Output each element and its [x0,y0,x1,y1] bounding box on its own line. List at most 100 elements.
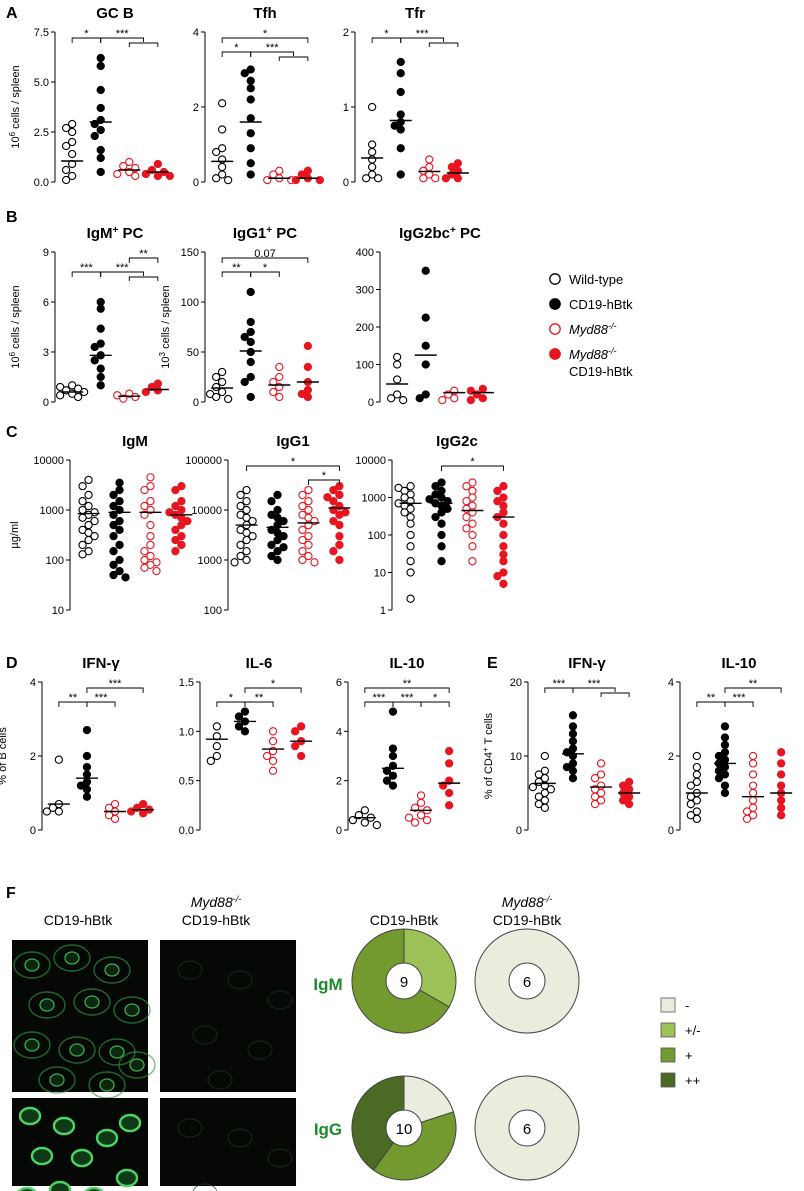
data-point [96,53,105,63]
data-point [444,801,454,810]
data-point [443,504,452,513]
data-point [462,512,471,522]
y-tick-label: 100 [368,530,386,542]
data-point [211,174,221,183]
data-point [329,547,338,556]
data-point [406,504,415,513]
data-point [367,147,377,157]
data-point [54,807,64,816]
data-point [119,161,128,171]
series-myd88- [268,362,291,402]
data-point [596,770,606,779]
significance-bracket: * [308,470,340,485]
data-point [296,722,306,731]
y-tick-label: 5.0 [34,77,49,89]
data-point [236,540,245,550]
series-wild-type [205,367,234,404]
y-tick-label: 3 [43,347,49,359]
data-point [392,352,402,362]
data-point [146,481,155,491]
series-myd88- [263,166,296,185]
data-point [76,781,86,790]
data-point [437,542,446,551]
data-point [720,740,730,750]
data-point [720,781,730,790]
data-point [692,770,702,779]
y-tick-label: 0 [30,825,36,837]
data-point [692,814,702,824]
series-myd88-cd19-hbtk [290,722,313,761]
series-wild-type [211,99,234,185]
series-myd88-cd19-hbtk [618,777,641,809]
legend-marker [549,323,561,335]
significance-label: *** [116,28,130,40]
significance-bracket: * [221,28,309,43]
col-title-donut2: Myd88-/- CD19-hBtk [493,894,562,928]
data-point [714,774,724,783]
series-wild-type [348,806,382,830]
legend-marker [549,348,561,360]
data-point [421,313,430,322]
significance-bracket: * [371,28,402,43]
data-point [468,478,477,487]
series-cd19-hbtk [89,297,112,390]
data-point [367,102,377,112]
data-point [183,516,192,526]
data-point [296,751,306,761]
series-myd88- [590,759,613,809]
significance-label: *** [401,692,415,704]
data-point [67,137,77,147]
significance-bracket: 0.07 [221,248,309,263]
significance-bracket: *** [100,262,159,281]
donut-hole [508,1109,546,1147]
legend-entry: Wild-type [549,272,623,287]
y-axis-label: µg/ml [9,521,21,548]
y-tick-label: 150 [181,247,199,259]
data-point [421,390,430,399]
data-point [96,61,105,71]
data-point [421,266,430,275]
svg-text:Myd88-/-: Myd88-/- [191,894,242,910]
data-point [54,755,64,764]
data-point [396,87,405,97]
series-myd88-cd19-hbtk [291,166,325,185]
series-wild-type [386,352,409,405]
significance-label: ** [255,692,264,704]
series-myd88-cd19-hbtk [441,159,469,183]
data-point [55,391,65,400]
y-tick-label: 1.5 [179,677,194,689]
data-point [692,751,702,761]
data-point [624,799,634,809]
data-point [748,759,758,768]
data-point [275,392,284,402]
y-tick-label: 10 [52,605,64,617]
y-tick-label: 100000 [185,455,222,467]
data-point [468,542,477,551]
data-point [441,174,451,183]
significance-label: * [433,692,438,704]
data-point [246,144,255,153]
data-point [242,485,251,495]
data-point [382,776,392,785]
data-point [776,770,786,779]
data-point [748,781,758,790]
data-point [540,751,550,761]
data-point [499,557,508,566]
significance-bracket: ** [364,678,450,693]
significance-label: *** [95,692,109,704]
chart-b2: IgG1+ PC 0 50 100 150 103 cells / spleen 0.07 *… [158,225,319,409]
data-point [240,727,250,736]
data-point [776,748,786,757]
data-point [246,287,255,297]
data-point [275,372,284,382]
data-point [217,367,227,377]
data-point [125,157,134,167]
data-point [590,799,600,809]
series-myd88- [418,155,441,183]
y-tick-label: 20 [510,677,522,689]
series-wild-type [77,475,100,559]
series-myd88- [104,799,127,824]
data-point [109,490,118,500]
data-point [96,364,105,373]
